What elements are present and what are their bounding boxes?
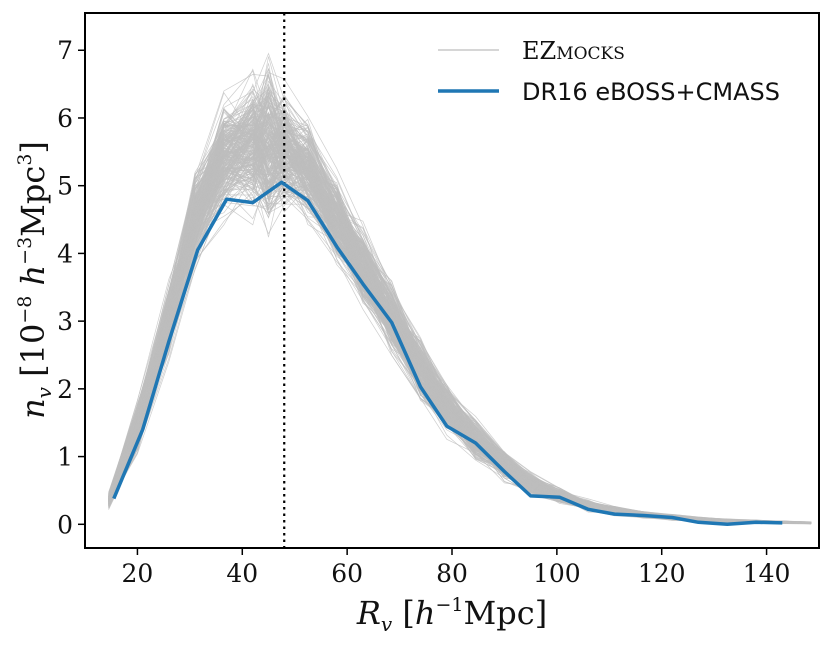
x-tick-label: 80 [436,559,468,588]
mock-line [108,172,812,524]
legend-data-label: DR16 eBOSS+CMASS [522,78,780,106]
mock-line [108,156,812,524]
mock-line [108,90,812,523]
mock-line [108,174,812,525]
mock-line [108,181,812,524]
mock-line [108,56,812,524]
mock-line [108,155,812,525]
legend: EZMOCKS DR16 eBOSS+CMASS [438,37,780,106]
y-axis-label: nv [10−8 h−3Mpc3] [14,141,56,419]
y-tick-label: 5 [57,172,73,201]
mock-line [108,68,812,523]
x-ticks: 20 40 60 80 100 120 140 [122,548,791,588]
mock-line [108,146,812,524]
mock-lines-group [108,52,812,525]
x-tick-label: 100 [533,559,581,588]
legend-mocks-label-smallcaps: MOCKS [556,44,625,64]
mock-line [108,72,812,523]
y-ticks: 0 1 2 3 4 5 6 7 [57,36,85,539]
y-tick-label: 7 [57,36,73,65]
y-tick-label: 1 [57,443,73,472]
mock-line [108,127,812,523]
x-tick-label: 60 [331,559,363,588]
legend-mocks-label-main: EZ [522,37,556,65]
mock-line [108,155,812,525]
mock-line [108,176,812,524]
mock-line [108,156,812,524]
mock-line [108,172,812,525]
legend-mocks-label: EZMOCKS [522,37,625,65]
mock-line [108,83,812,524]
y-tick-label: 3 [57,307,73,336]
y-tick-label: 2 [57,375,73,404]
data-line [112,180,783,527]
mock-line [108,189,812,524]
y-tick-label: 0 [57,510,73,539]
mock-line [108,178,812,525]
mock-line [108,98,812,524]
y-tick-label: 4 [57,239,73,268]
x-axis-label: Rv [h−1Mpc] [356,594,547,636]
mock-line [108,175,812,524]
mock-line [108,98,812,524]
data-line-group [112,180,783,527]
x-tick-label: 140 [743,559,791,588]
mock-line [108,156,812,524]
x-tick-label: 20 [122,559,154,588]
x-tick-label: 40 [226,559,258,588]
mock-line [108,70,812,523]
y-tick-label: 6 [57,104,73,133]
x-tick-label: 120 [638,559,686,588]
mock-line [108,101,812,523]
mock-line [108,176,812,524]
mock-line [108,68,812,524]
mock-line [108,67,812,523]
